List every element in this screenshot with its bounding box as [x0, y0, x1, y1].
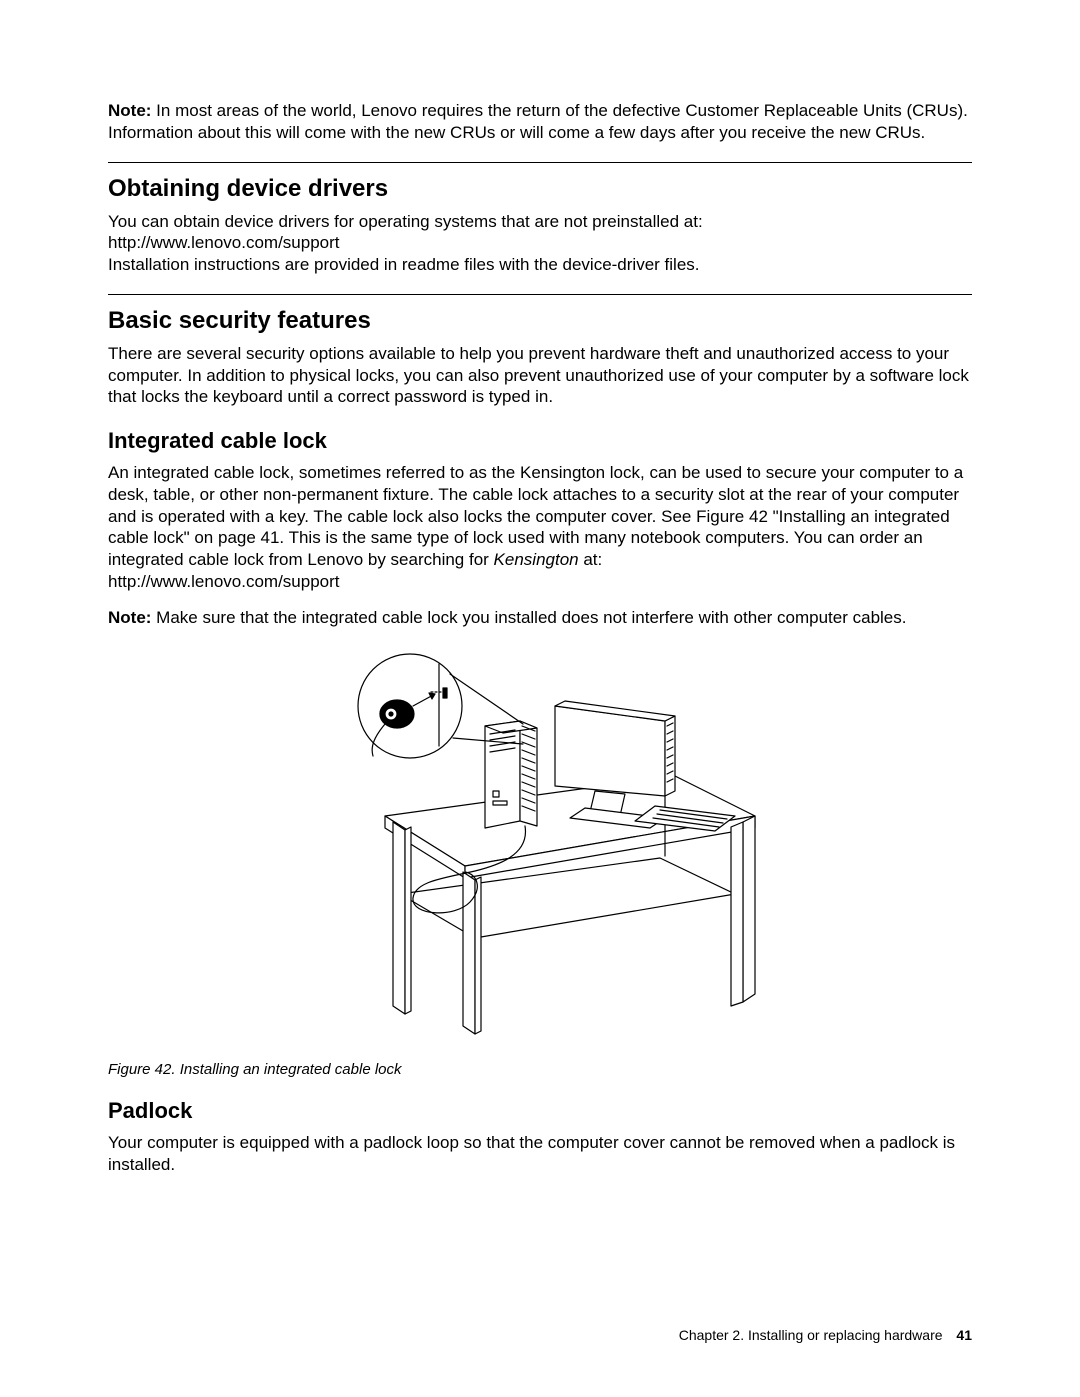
manual-page: Note: In most areas of the world, Lenovo… [0, 0, 1080, 1397]
footer-page-number: 41 [956, 1327, 972, 1343]
figure-42 [108, 646, 972, 1041]
cl-text-b: at: [579, 550, 603, 569]
drivers-line3: Installation instructions are provided i… [108, 255, 700, 274]
heading-cable-lock: Integrated cable lock [108, 428, 972, 454]
cl-url: http://www.lenovo.com/support [108, 572, 340, 591]
drivers-line1: You can obtain device drivers for operat… [108, 212, 703, 231]
padlock-paragraph: Your computer is equipped with a padlock… [108, 1132, 972, 1176]
cable-lock-note: Note: Make sure that the integrated cabl… [108, 607, 972, 629]
cl-kensington: Kensington [494, 550, 579, 569]
divider [108, 162, 972, 163]
figure-caption: Figure 42. Installing an integrated cabl… [108, 1061, 972, 1078]
note-label: Note: [108, 608, 151, 627]
footer-chapter: Chapter 2. Installing or replacing hardw… [679, 1327, 943, 1343]
note-text: Make sure that the integrated cable lock… [151, 608, 906, 627]
heading-padlock: Padlock [108, 1098, 972, 1124]
drivers-url: http://www.lenovo.com/support [108, 233, 340, 252]
drivers-paragraph: You can obtain device drivers for operat… [108, 211, 972, 276]
divider [108, 294, 972, 295]
heading-drivers: Obtaining device drivers [108, 175, 972, 203]
note-text: In most areas of the world, Lenovo requi… [108, 101, 968, 142]
security-paragraph: There are several security options avail… [108, 343, 972, 408]
page-footer: Chapter 2. Installing or replacing hardw… [679, 1327, 972, 1343]
note-label: Note: [108, 101, 151, 120]
cable-lock-paragraph: An integrated cable lock, sometimes refe… [108, 462, 972, 593]
cable-lock-diagram [315, 646, 765, 1036]
note-cru: Note: In most areas of the world, Lenovo… [108, 100, 972, 144]
heading-security: Basic security features [108, 307, 972, 335]
